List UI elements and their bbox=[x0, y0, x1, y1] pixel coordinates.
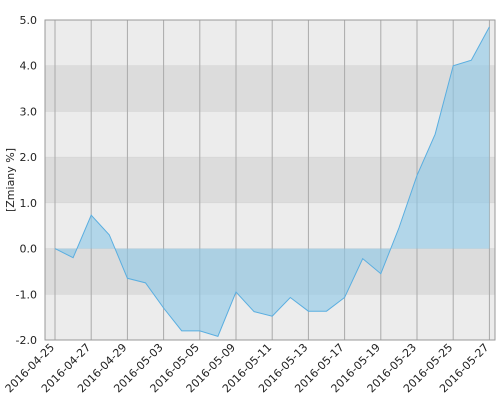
grid-band bbox=[45, 65, 495, 112]
y-tick-label: -2.0 bbox=[16, 334, 37, 347]
y-tick-label: 3.0 bbox=[20, 105, 38, 118]
y-axis-label: [Zmiany %] bbox=[4, 148, 17, 212]
line bbox=[54, 26, 490, 337]
grid-band bbox=[45, 111, 495, 158]
y-tick-label: 4.0 bbox=[20, 60, 38, 73]
y-tick-label: -1.0 bbox=[16, 288, 37, 301]
y-tick-label: 1.0 bbox=[20, 197, 38, 210]
y-tick-label: 0.0 bbox=[20, 243, 38, 256]
y-tick-label: 5.0 bbox=[20, 14, 38, 27]
y-tick-label: 2.0 bbox=[20, 151, 38, 164]
area bbox=[55, 26, 490, 337]
plot-frame bbox=[44, 19, 496, 341]
grid-band bbox=[45, 20, 495, 66]
